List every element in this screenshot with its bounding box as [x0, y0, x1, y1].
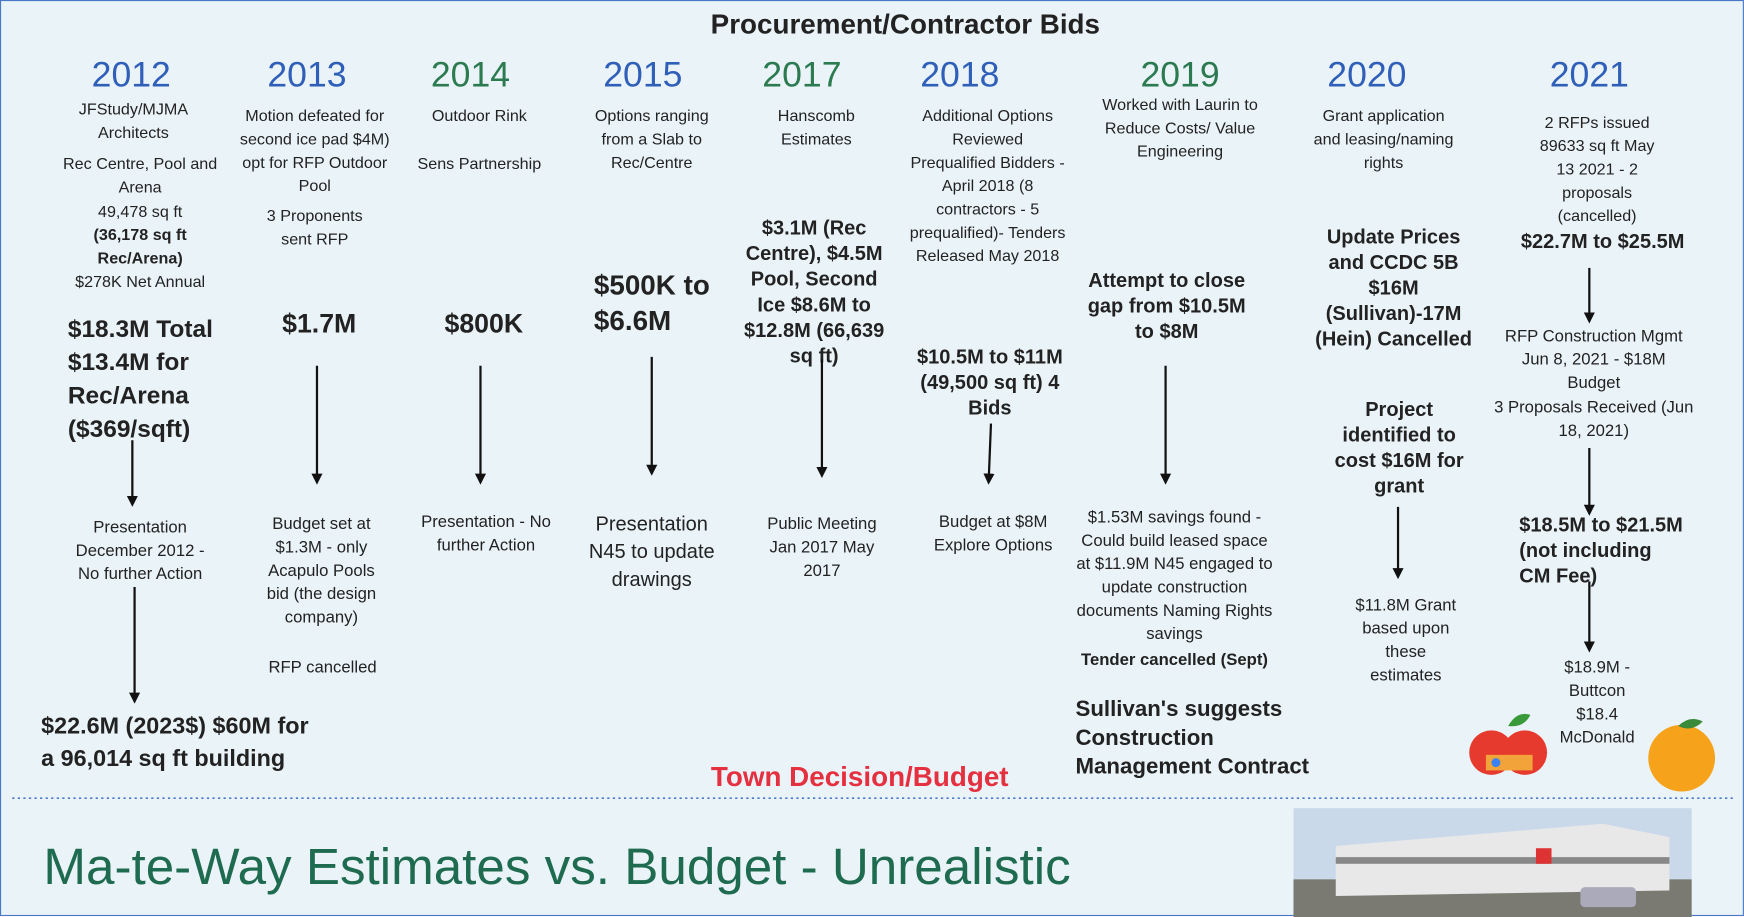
estimate: $800K	[444, 309, 524, 340]
estimate: Update Prices and CCDC 5B $16M (Sullivan…	[1315, 225, 1473, 351]
note: Tender cancelled (Sept)	[1080, 650, 1268, 670]
note: RFP cancelled	[268, 658, 377, 678]
estimate: $18.3M Total $13.4M for Rec/Arena ($369/…	[67, 314, 213, 443]
decision-label: Town Decision/Budget	[710, 761, 1009, 793]
note: Sens Partnership	[417, 155, 542, 174]
note: (36,178 sq ft Rec/Arena)	[93, 226, 187, 268]
year: 2012	[91, 54, 171, 95]
note: Hanscomb Estimates	[777, 107, 855, 149]
arrows	[126, 267, 1595, 704]
note: Additional Options Reviewed Prequalified…	[909, 107, 1066, 266]
suggestion: Sullivan's suggests Construction Managem…	[1075, 697, 1310, 780]
footer-title: Ma-te-Way Estimates vs. Budget - Unreali…	[43, 837, 1071, 895]
note: $278K Net Annual	[75, 273, 206, 292]
building-photo	[1293, 808, 1692, 917]
estimate: $500K to $6.6M	[593, 270, 710, 337]
note: $1.53M savings found - Could build lease…	[1076, 508, 1273, 644]
year: 2015	[603, 54, 683, 95]
note: Presentation December 2012 - No further …	[75, 518, 205, 584]
year: 2017	[762, 54, 842, 95]
note: $11.8M Grant based upon these estimates	[1355, 595, 1457, 685]
apple-icon	[1469, 713, 1548, 775]
note: JFStudy/MJMA Architects	[78, 101, 189, 143]
note: Options ranging from a Slab to Rec/Centr…	[594, 107, 709, 173]
note: $18.9M - Buttcon $18.4 McDonald	[1559, 658, 1635, 748]
year: 2020	[1327, 54, 1407, 95]
note: Budget at $8M Explore Options	[933, 512, 1053, 555]
note: Budget set at $1.3M - only Acapulo Pools…	[266, 514, 377, 627]
note: Public Meeting Jan 2017 May 2017	[767, 514, 877, 581]
year: 2018	[920, 54, 1000, 95]
estimate: Project identified to cost $16M for gran…	[1334, 397, 1464, 497]
orange-icon	[1648, 718, 1716, 792]
title: Procurement/Contractor Bids	[710, 8, 1101, 41]
year: 2013	[267, 54, 347, 95]
note: Rec Centre, Pool and Arena	[63, 155, 218, 197]
note: 3 Proposals Received (Jun 18, 2021)	[1494, 397, 1694, 441]
note: 49,478 sq ft	[97, 203, 183, 222]
year: 2014	[430, 54, 511, 95]
note: Presentation N45 to update drawings	[588, 512, 715, 591]
note: Grant application and leasing/naming rig…	[1313, 107, 1454, 173]
arrow	[983, 423, 995, 485]
year: 2019	[1140, 54, 1220, 95]
estimate: $10.5M to $11M (49,500 sq ft) 4 Bids	[916, 345, 1063, 420]
note: 3 Proponents sent RFP	[266, 207, 363, 250]
estimate: $22.7M to $25.5M	[1520, 230, 1685, 253]
estimate: $18.5M to $21.5M (not including CM Fee)	[1519, 513, 1683, 587]
estimate: Attempt to close gap from $10.5M to $8M	[1087, 269, 1246, 343]
note: Motion defeated for second ice pad $4M) …	[239, 107, 390, 196]
estimate: $1.7M	[282, 309, 357, 340]
note: RFP Construction Mgmt Jun 8, 2021 - $18M…	[1504, 326, 1683, 393]
note: Outdoor Rink	[431, 107, 527, 126]
estimate: $3.1M (Rec Centre), $4.5M Pool, Second I…	[744, 216, 885, 367]
estimate: $22.6M (2023$) $60M for a 96,014 sq ft b…	[41, 713, 309, 772]
note: Worked with Laurin to Reduce Costs/ Valu…	[1102, 96, 1258, 162]
note: Presentation - No further Action	[421, 512, 551, 555]
year: 2021	[1549, 54, 1629, 95]
note: 2 RFPs issued 89633 sq ft May 13 2021 - …	[1539, 114, 1655, 226]
